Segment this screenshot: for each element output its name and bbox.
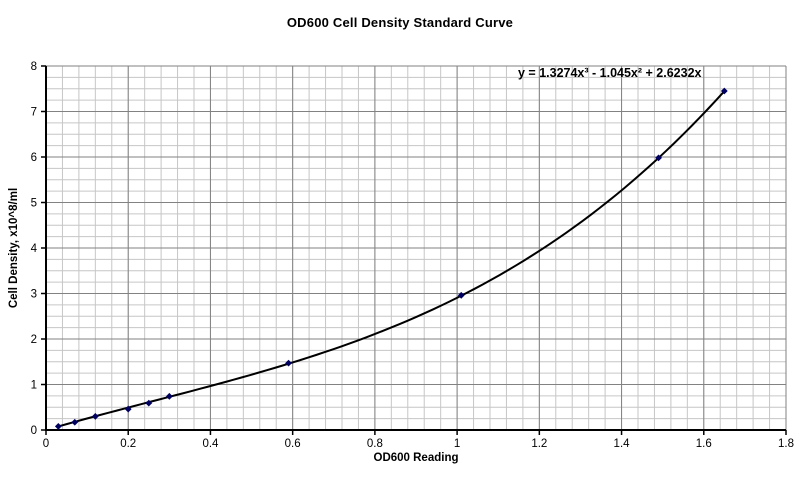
x-tick-label: 1.6 xyxy=(696,438,712,450)
trendline-equation-label: y = 1.3274x³ - 1.045x² + 2.6232x xyxy=(518,66,702,80)
chart-title: OD600 Cell Density Standard Curve xyxy=(286,15,514,30)
x-tick-label: 0 xyxy=(43,438,49,450)
data-point-marker xyxy=(720,87,728,95)
data-point-marker xyxy=(145,399,153,407)
data-point-marker xyxy=(124,405,132,413)
x-tick-label: 0.8 xyxy=(367,438,383,450)
x-tick-label: 1.8 xyxy=(778,438,794,450)
data-point-marker xyxy=(285,359,292,367)
y-tick-label: 4 xyxy=(31,243,38,255)
x-axis-title: OD600 Reading xyxy=(373,452,459,464)
y-axis-tick-labels: 0 1 2 3 4 5 6 7 8 xyxy=(31,61,38,437)
x-tick-label: 1.4 xyxy=(614,438,631,450)
x-tick-label: 1.2 xyxy=(531,438,547,450)
x-tick-label: 1 xyxy=(454,438,460,450)
y-tick-label: 3 xyxy=(31,289,37,301)
data-point-marker xyxy=(71,418,79,426)
data-points xyxy=(54,87,728,430)
data-point-marker xyxy=(655,154,662,162)
data-point-marker xyxy=(457,291,465,299)
data-point-marker xyxy=(91,412,99,420)
data-point-marker xyxy=(165,392,173,400)
y-tick-label: 1 xyxy=(31,380,37,392)
y-tick-label: 0 xyxy=(31,425,37,437)
y-tick-label: 2 xyxy=(31,334,37,346)
y-tick-label: 6 xyxy=(31,152,37,164)
x-tick-label: 0.2 xyxy=(120,438,136,450)
y-axis-ticks xyxy=(41,65,46,431)
grid-major xyxy=(45,65,787,431)
y-axis-title: Cell Density, x10^8/ml xyxy=(8,187,20,309)
x-tick-label: 0.6 xyxy=(285,438,301,450)
data-point-marker xyxy=(54,422,62,430)
y-tick-label: 7 xyxy=(31,107,37,119)
y-tick-label: 5 xyxy=(31,198,37,210)
x-tick-label: 0.4 xyxy=(202,438,219,450)
y-tick-label: 8 xyxy=(31,61,37,73)
x-axis-tick-labels: 0 0.2 0.4 0.6 0.8 1 1.2 1.4 1.6 1.8 xyxy=(43,438,794,450)
x-axis-ticks xyxy=(45,430,787,435)
